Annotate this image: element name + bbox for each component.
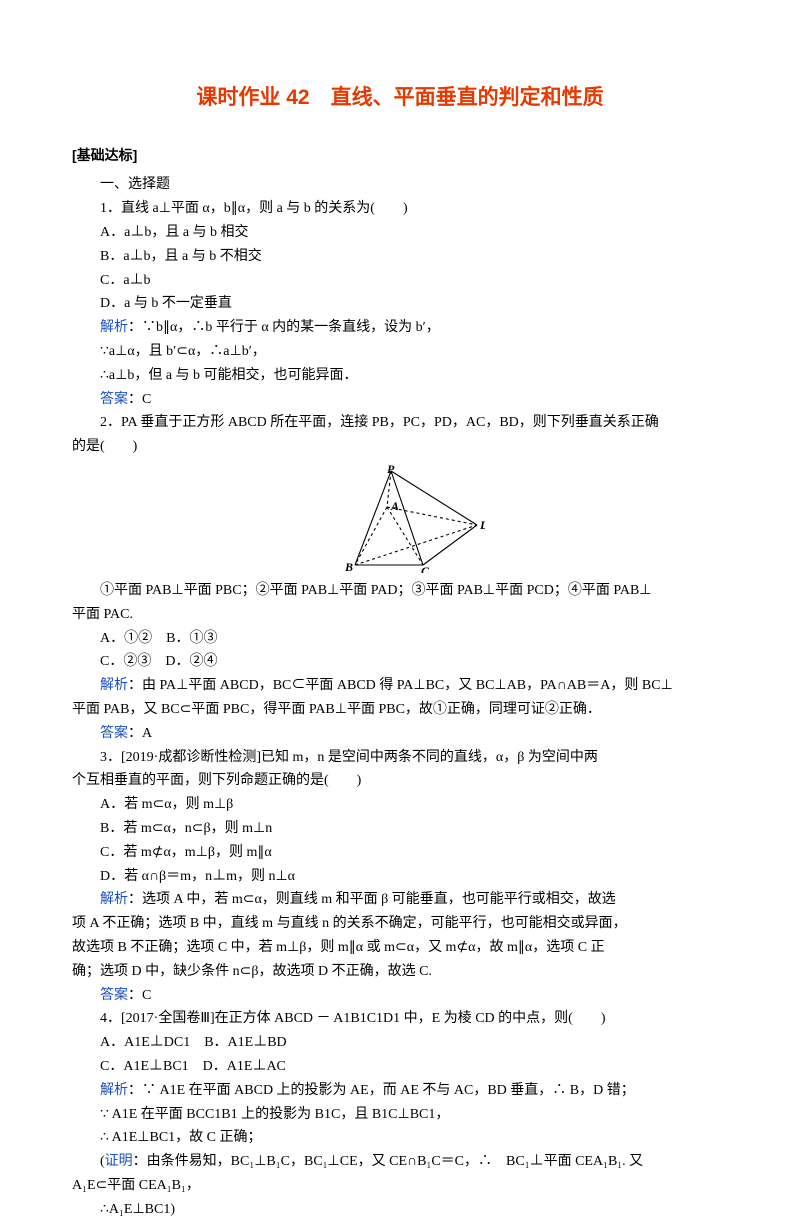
- subsection-header: 一、选择题: [72, 173, 728, 197]
- answer-label: 答案: [100, 392, 128, 407]
- svg-text:D: D: [479, 518, 485, 532]
- q4-opt-a: A．A1E⊥DC1 B．A1E⊥BD: [72, 1031, 728, 1055]
- q3-opt-c: C．若 m⊄α，m⊥β，则 m∥α: [72, 841, 728, 865]
- q1-opt-a: A．a⊥b，且 a 与 b 相交: [72, 221, 728, 245]
- q3-stem-b: 个互相垂直的平面，则下列命题正确的是( ): [72, 769, 728, 793]
- svg-text:P: P: [387, 465, 395, 476]
- svg-text:A: A: [390, 499, 399, 513]
- q3-stem-a: 3．[2019·成都诊断性检测]已知 m，n 是空间中两条不同的直线，α，β 为…: [72, 746, 728, 770]
- explain-label: 解析: [100, 320, 128, 335]
- svg-text:C: C: [421, 564, 430, 573]
- q1-answer: 答案：C: [72, 388, 728, 412]
- q3-explain-b: 项 A 不正确；选项 B 中，直线 m 与直线 n 的关系不确定，可能平行，也可…: [72, 912, 728, 936]
- q2-answer-text: ：A: [128, 726, 152, 741]
- q2-explain-a-text: ：由 PA⊥平面 ABCD，BC⊂平面 ABCD 得 PA⊥BC，又 BC⊥AB…: [128, 678, 673, 693]
- q4-explain-e: ∴A₁E⊥BC1): [72, 1198, 728, 1222]
- explain-label: 解析: [100, 678, 128, 693]
- q1-opt-c: C．a⊥b: [72, 269, 728, 293]
- q3-explain-a: 解析：选项 A 中，若 m⊂α，则直线 m 和平面 β 可能垂直，也可能平行或相…: [72, 888, 728, 912]
- q1-answer-text: ：C: [128, 392, 151, 407]
- q2-answer: 答案：A: [72, 722, 728, 746]
- q1-opt-d: D．a 与 b 不一定垂直: [72, 292, 728, 316]
- svg-text:B: B: [344, 560, 353, 573]
- q4-explain-c: ∴ A1E⊥BC1，故 C 正确；: [72, 1126, 728, 1150]
- answer-label: 答案: [100, 988, 128, 1003]
- q2-options-a: ①平面 PAB⊥平面 PBC；②平面 PAB⊥平面 PAD；③平面 PAB⊥平面…: [72, 579, 728, 603]
- q2-explain-a: 解析：由 PA⊥平面 ABCD，BC⊂平面 ABCD 得 PA⊥BC，又 BC⊥…: [72, 674, 728, 698]
- q3-opt-a: A．若 m⊂α，则 m⊥β: [72, 793, 728, 817]
- q1-explain-3: ∴a⊥b，但 a 与 b 可能相交，也可能异面．: [72, 364, 728, 388]
- q4-stem: 4．[2017·全国卷Ⅲ]在正方体 ABCD － A1B1C1D1 中，E 为棱…: [72, 1007, 728, 1031]
- q3-explain-c: 故选项 B 不正确；选项 C 中，若 m⊥β，则 m∥α 或 m⊂α，又 m⊄α…: [72, 936, 728, 960]
- q1-opt-b: B．a⊥b，且 a 与 b 不相交: [72, 245, 728, 269]
- q3-answer-text: ：C: [128, 988, 151, 1003]
- q2-explain-b: 平面 PAB，又 BC⊂平面 PBC，得平面 PAB⊥平面 PBC，故①正确，同…: [72, 698, 728, 722]
- q3-opt-d: D．若 α∩β＝m，n⊥m，则 n⊥α: [72, 865, 728, 889]
- page-title: 课时作业 42 直线、平面垂直的判定和性质: [72, 80, 728, 116]
- pyramid-figure: P A B C D: [315, 465, 485, 573]
- q3-explain-a-text: ：选项 A 中，若 m⊂α，则直线 m 和平面 β 可能垂直，也可能平行或相交，…: [128, 892, 616, 907]
- q3-opt-b: B．若 m⊂α，n⊂β，则 m⊥n: [72, 817, 728, 841]
- q3-explain-d: 确；选项 D 中，缺少条件 n⊂β，故选项 D 不正确，故选 C.: [72, 960, 728, 984]
- q3-answer: 答案：C: [72, 984, 728, 1008]
- q1-stem: 1．直线 a⊥平面 α，b∥α，则 a 与 b 的关系为( ): [72, 197, 728, 221]
- explain-label: 解析: [100, 1083, 128, 1098]
- section-header: [基础达标]: [72, 144, 728, 168]
- q4-explain-b: ∵ A1E 在平面 BCC1B1 上的投影为 B1C，且 B1C⊥BC1，: [72, 1103, 728, 1127]
- q4-explain-a-text: ：∵ A1E 在平面 ABCD 上的投影为 AE，而 AE 不与 AC，BD 垂…: [128, 1083, 635, 1098]
- q2-ab: A．①② B．①③: [72, 627, 728, 651]
- q1-explain-1: 解析：∵b∥α，∴b 平行于 α 内的某一条直线，设为 b′，: [72, 316, 728, 340]
- q4-opt-b: C．A1E⊥BC1 D．A1E⊥AC: [72, 1055, 728, 1079]
- q2-stem-a: 2．PA 垂直于正方形 ABCD 所在平面，连接 PB，PC，PD，AC，BD，…: [72, 411, 728, 435]
- q2-stem-b: 的是( ): [72, 435, 728, 459]
- q4-explain-d-b: A₁E⊂平面 CEA₁B₁，: [72, 1174, 728, 1198]
- explain-label: 解析: [100, 892, 128, 907]
- q2-cd: C．②③ D．②④: [72, 650, 728, 674]
- q4-explain-a: 解析：∵ A1E 在平面 ABCD 上的投影为 AE，而 AE 不与 AC，BD…: [72, 1079, 728, 1103]
- answer-label: 答案: [100, 726, 128, 741]
- q1-explain-1-text: ：∵b∥α，∴b 平行于 α 内的某一条直线，设为 b′，: [128, 320, 440, 335]
- q2-options-b: 平面 PAC.: [72, 603, 728, 627]
- q1-explain-2: ∵a⊥α，且 b′⊂α，∴a⊥b′，: [72, 340, 728, 364]
- q4-explain-d-a: (证明：由条件易知，BC₁⊥B₁C，BC₁⊥CE，又 CE∩B₁C＝C，∴ BC…: [72, 1150, 728, 1174]
